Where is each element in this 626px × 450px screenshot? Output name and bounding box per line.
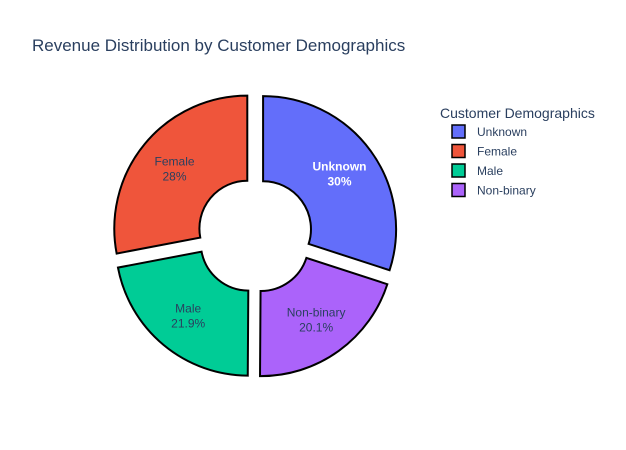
legend: Customer Demographics Unknown Female Male N… <box>440 105 595 198</box>
slice-non-binary[interactable] <box>259 256 389 378</box>
chart-title: Revenue Distribution by Customer Demogra… <box>32 36 405 55</box>
slices-group <box>113 94 398 378</box>
legend-item-female[interactable]: Female <box>451 143 517 159</box>
legend-swatch-male <box>451 163 466 178</box>
legend-swatch-non-binary <box>451 182 466 198</box>
slice-label-non-binary: Non-binary 20.1% <box>287 306 346 335</box>
legend-label-female: Female <box>477 145 517 159</box>
legend-item-unknown[interactable]: Unknown <box>451 124 527 139</box>
slice-unknown[interactable] <box>262 95 398 272</box>
slice-label-male: Male 21.9% <box>171 301 205 330</box>
legend-swatch-unknown <box>451 124 466 139</box>
legend-label-non-binary: Non-binary <box>477 184 536 198</box>
legend-title: Customer Demographics <box>440 105 595 121</box>
slice-label-unknown: Unknown 30% <box>312 160 366 189</box>
legend-item-non-binary[interactable]: Non-binary <box>451 182 536 198</box>
slice-labels-group: Unknown 30% Non-binary 20.1% Male 21.9% Female… <box>155 154 367 334</box>
slice-female[interactable] <box>113 94 249 255</box>
legend-item-male[interactable]: Male <box>451 163 503 178</box>
slice-male[interactable] <box>116 250 250 377</box>
legend-label-male: Male <box>477 164 503 178</box>
slice-label-female: Female 28% <box>155 154 195 183</box>
legend-label-unknown: Unknown <box>477 125 527 139</box>
legend-swatch-female <box>451 143 466 159</box>
